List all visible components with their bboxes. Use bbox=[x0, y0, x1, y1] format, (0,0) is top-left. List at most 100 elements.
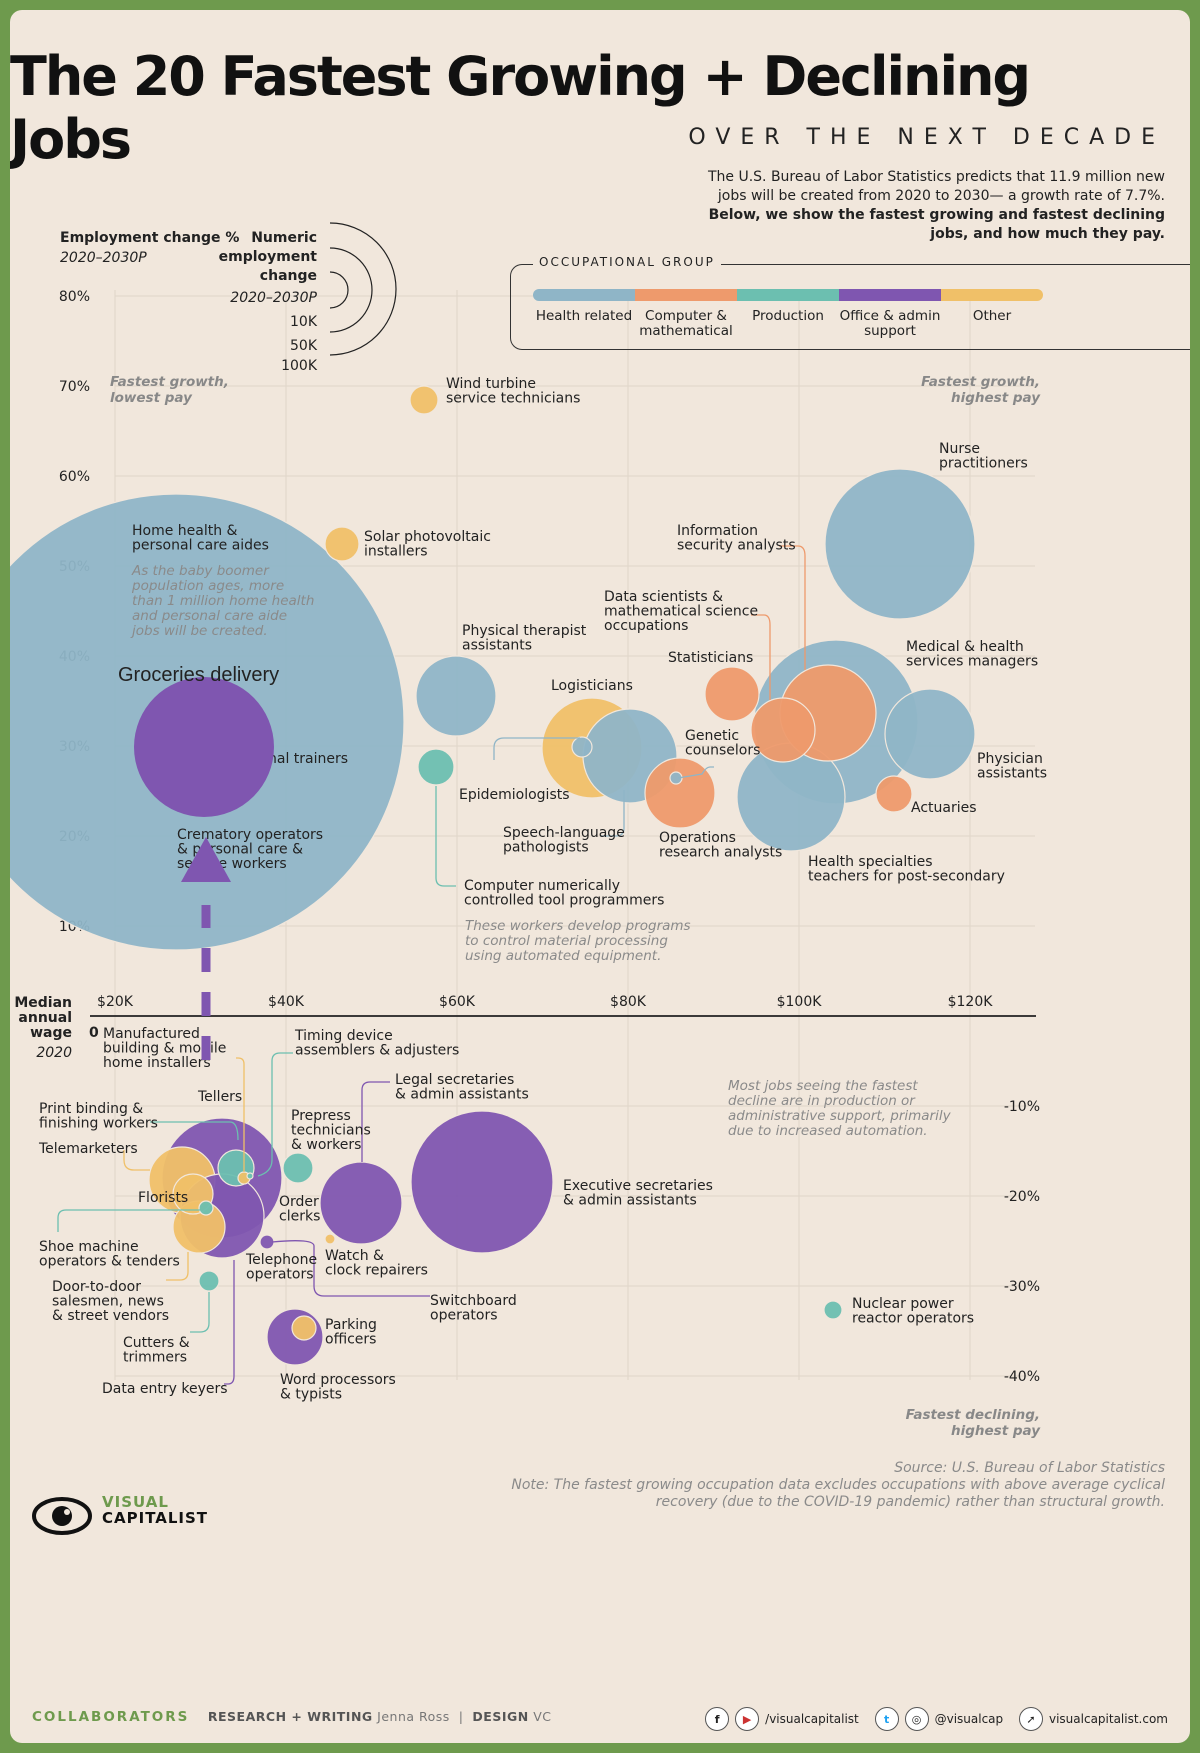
x-tick-label: $80K bbox=[610, 994, 647, 1010]
bubble-actuaries bbox=[875, 775, 913, 813]
intro-text: The U.S. Bureau of Labor Statistics pred… bbox=[695, 168, 1165, 244]
bubble-label: Epidemiologists bbox=[459, 787, 570, 803]
bubble-label: Word processors & typists bbox=[280, 1372, 396, 1403]
y-tick-label: -20% bbox=[1004, 1189, 1040, 1205]
svg-text:Most jobs seeing the fastest: Most jobs seeing the fastest bbox=[728, 1078, 918, 1094]
groceries-arrow-head bbox=[181, 837, 231, 882]
legend-label: Production bbox=[752, 308, 824, 324]
x-axis-title-3: wage bbox=[30, 1025, 72, 1041]
bubble-label: Shoe machine operators & tenders bbox=[39, 1239, 180, 1270]
logo-top-text: VISUAL bbox=[102, 1493, 169, 1511]
bubble-timing-device-assemblers-adjusters bbox=[246, 1172, 254, 1180]
bubble-executive-secretaries-admin-assistants bbox=[410, 1110, 554, 1254]
corner-bottom-right-2: highest pay bbox=[951, 1423, 1041, 1439]
bubble-label: Executive secretaries & admin assistants bbox=[563, 1178, 713, 1209]
bubble-label: Speech-language pathologists bbox=[503, 825, 625, 856]
design-key: DESIGN bbox=[472, 1709, 529, 1724]
social-links: f ▶ /visualcapitalist t ◎ @visualcap ➚ v… bbox=[705, 1707, 1168, 1731]
group-legend: OCCUPATIONAL GROUP Health related Compute… bbox=[510, 255, 1190, 350]
youtube-icon[interactable]: ▶ bbox=[735, 1707, 760, 1731]
legend-label: Health related bbox=[535, 308, 633, 324]
logo-bottom-text: CAPITALIST bbox=[102, 1509, 209, 1527]
leader-line bbox=[751, 614, 771, 700]
note-cnc: These workers develop programs to contro… bbox=[465, 918, 691, 964]
cursor-icon[interactable]: ➚ bbox=[1018, 1707, 1043, 1731]
bubble-label: Wind turbine service technicians bbox=[446, 376, 580, 407]
social-handle-2[interactable]: @visualcap bbox=[934, 1712, 1004, 1726]
bubble-legal-secretaries-admin-assistants bbox=[319, 1161, 403, 1245]
social-handle-1[interactable]: /visualcapitalist bbox=[765, 1712, 859, 1726]
bubble-label: Parking officers bbox=[325, 1317, 377, 1348]
bubble-label: Actuaries bbox=[911, 800, 977, 816]
legend-swatch bbox=[635, 289, 737, 301]
y-tick-label: -30% bbox=[1004, 1279, 1040, 1295]
svg-text:decline are in production or: decline are in production or bbox=[728, 1093, 916, 1109]
bubble-cutters-trimmers bbox=[198, 1270, 220, 1292]
legend-label: Other bbox=[972, 308, 1012, 324]
bubble-label: Health specialties teachers for post-seco… bbox=[808, 854, 1005, 885]
corner-top-right-1: Fastest growth, bbox=[921, 374, 1040, 390]
y-tick-label: 70% bbox=[59, 379, 90, 395]
corner-top-left-2: lowest pay bbox=[110, 390, 193, 406]
leader-line bbox=[493, 737, 580, 760]
x-axis-subtitle: 2020 bbox=[36, 1045, 72, 1061]
bubble-genetic-counselors bbox=[669, 771, 683, 785]
size-legend: Numeric employment change 2020–2030P 10K… bbox=[219, 222, 397, 374]
bubble-label: Operations research analysts bbox=[659, 830, 782, 861]
x-tick-label: $60K bbox=[439, 994, 476, 1010]
svg-text:As the baby boomer: As the baby boomer bbox=[131, 563, 270, 579]
bubble-label: Order clerks bbox=[279, 1194, 320, 1225]
visual-capitalist-logo: VISUAL CAPITALIST bbox=[32, 1494, 207, 1542]
bubble-label: Legal secretaries & admin assistants bbox=[395, 1072, 529, 1103]
bubble-label: nal trainers bbox=[268, 751, 348, 767]
logo-icon bbox=[32, 1497, 92, 1535]
svg-text:to control material processing: to control material processing bbox=[465, 933, 668, 949]
bubble-solar-photovoltaic-installers bbox=[324, 526, 360, 562]
bubble-operations-research-analysts bbox=[644, 757, 716, 829]
bubble-watch-clock-repairers bbox=[324, 1233, 336, 1245]
x-tick-label: $40K bbox=[268, 994, 305, 1010]
facebook-icon[interactable]: f bbox=[705, 1707, 730, 1731]
leader-line bbox=[150, 1121, 239, 1141]
bubble-physical-therapist-assistants bbox=[415, 655, 497, 737]
x-axis-title-2: annual bbox=[18, 1010, 72, 1026]
leader-line bbox=[123, 1150, 150, 1171]
size-tick-100k: 100K bbox=[281, 358, 318, 374]
bubble-chart: $20K$40K$60K$80K$100K$120K80%70%60%50%40… bbox=[10, 222, 1047, 1439]
leader-line bbox=[57, 1209, 200, 1232]
footer-source: Source: U.S. Bureau of Labor Statistics … bbox=[465, 1460, 1165, 1511]
svg-text:using automated equipment.: using automated equipment. bbox=[465, 948, 661, 964]
legend-swatch bbox=[737, 289, 839, 301]
y-tick-label: 80% bbox=[59, 289, 90, 305]
bubble-label: Nuclear power reactor operators bbox=[852, 1296, 974, 1327]
size-tick-10k: 10K bbox=[290, 314, 318, 330]
bubble-epidemiologists bbox=[571, 736, 593, 758]
groceries-delivery-overlay: Groceries delivery bbox=[118, 664, 279, 1060]
collaborators-label: COLLABORATORS bbox=[32, 1709, 190, 1725]
leader-line bbox=[435, 786, 456, 887]
x-tick-label: $120K bbox=[948, 994, 994, 1010]
bubble-label: Manufactured building & mobile home instal… bbox=[103, 1026, 226, 1071]
twitter-icon[interactable]: t bbox=[874, 1707, 899, 1731]
instagram-icon[interactable]: ◎ bbox=[904, 1707, 929, 1731]
leader-line bbox=[779, 545, 806, 670]
bubble-word-processors-typists bbox=[266, 1308, 324, 1366]
note-text: Note: The fastest growing occupation dat… bbox=[511, 1477, 1165, 1510]
bubble-label: Solar photovoltaic installers bbox=[364, 529, 491, 560]
page-subtitle: OVER THE NEXT DECADE bbox=[688, 125, 1165, 150]
bubble-physician-assistants bbox=[884, 688, 976, 780]
bubble-label: Information security analysts bbox=[677, 523, 796, 554]
svg-text:population ages, more: population ages, more bbox=[131, 578, 284, 594]
note-decline: Most jobs seeing the fastest decline are… bbox=[728, 1078, 952, 1139]
research-key: RESEARCH + WRITING bbox=[207, 1709, 373, 1724]
bubble-wind-turbine-service-technicians bbox=[409, 385, 439, 415]
y-axis-subtitle: 2020–2030P bbox=[60, 250, 147, 266]
y-tick-label: 60% bbox=[59, 469, 90, 485]
bubble-label: Florists bbox=[138, 1190, 188, 1206]
website-link[interactable]: visualcapitalist.com bbox=[1048, 1712, 1168, 1726]
svg-text:administrative support, primar: administrative support, primarily bbox=[728, 1108, 952, 1124]
legend-swatch bbox=[533, 289, 635, 301]
design-val: VC bbox=[533, 1709, 552, 1724]
corner-top-right-2: highest pay bbox=[951, 390, 1041, 406]
bubble-telephone-operators bbox=[259, 1234, 275, 1250]
